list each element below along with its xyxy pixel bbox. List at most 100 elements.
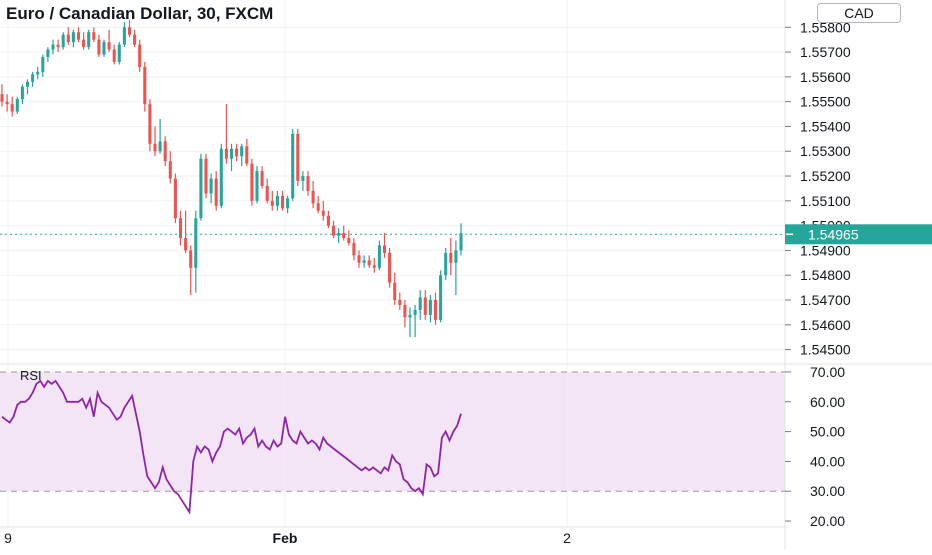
candle — [331, 220, 336, 239]
price-tick-label: 1.55800 — [800, 19, 851, 35]
candle — [428, 295, 432, 323]
time-tick-label: 9 — [4, 530, 12, 546]
price-tick-label: 1.55400 — [800, 118, 851, 134]
rsi-tick-label: 70.00 — [810, 364, 845, 380]
candle-body — [214, 178, 218, 206]
candle-body — [418, 297, 422, 310]
candle — [393, 272, 397, 305]
candle-body — [286, 198, 290, 209]
candle-body — [184, 238, 188, 251]
time-tick-label: 2 — [563, 530, 571, 546]
rsi-tick-label: 30.00 — [810, 483, 845, 499]
candle-body — [178, 218, 183, 239]
candle-body — [423, 297, 427, 315]
candle-body — [408, 314, 412, 318]
candle — [209, 173, 213, 204]
candle-body — [46, 49, 50, 58]
rsi-label: RSI — [20, 368, 42, 383]
candle-body — [204, 158, 208, 194]
candle-body — [10, 104, 14, 112]
candle-body — [382, 245, 387, 253]
candle-body — [301, 176, 305, 181]
candle — [439, 270, 443, 323]
candle-body — [433, 300, 438, 320]
candle — [382, 233, 387, 258]
candle-body — [250, 163, 254, 201]
candle-body — [97, 39, 101, 55]
candle — [148, 99, 152, 152]
candle — [301, 171, 305, 191]
candle — [194, 210, 198, 293]
candle-body — [306, 176, 310, 191]
candle — [199, 153, 203, 221]
candle-body — [337, 233, 341, 236]
candle — [122, 22, 126, 48]
candle — [403, 300, 407, 328]
candle — [127, 19, 132, 38]
rsi-tick-label: 20.00 — [810, 513, 845, 529]
candle — [36, 66, 40, 80]
candle-body — [173, 178, 177, 219]
candle — [82, 32, 86, 50]
candle — [71, 29, 75, 48]
candle — [20, 84, 24, 105]
candle-body — [280, 195, 285, 209]
candle-body — [112, 49, 116, 62]
candle — [398, 292, 402, 310]
candle — [138, 39, 142, 72]
candle — [342, 225, 346, 241]
candle-body — [31, 74, 35, 82]
candle-body — [449, 252, 453, 263]
candle-body — [296, 133, 300, 181]
rsi-band — [0, 371, 785, 492]
candle-body — [117, 44, 121, 62]
candle-body — [20, 86, 24, 100]
candle — [362, 255, 366, 268]
candle — [449, 238, 453, 276]
candle-body — [41, 57, 45, 72]
currency-button[interactable]: CAD — [817, 3, 901, 23]
candle — [408, 307, 412, 338]
rsi-layer — [1, 379, 462, 515]
candle — [265, 178, 269, 204]
rsi-tick-label: 50.00 — [810, 424, 845, 440]
candle — [388, 247, 392, 288]
candle — [46, 47, 50, 62]
candle — [25, 79, 30, 95]
candle-body — [158, 141, 162, 152]
candle-body — [148, 104, 152, 144]
candle — [326, 210, 330, 229]
candle-body — [61, 34, 65, 48]
price-tick-label: 1.54800 — [800, 267, 851, 283]
candle-body — [87, 32, 91, 48]
price-tick-label: 1.54900 — [800, 242, 851, 258]
candle-body — [439, 275, 443, 320]
candle-body — [459, 233, 463, 251]
candle-body — [352, 242, 356, 256]
candle-body — [209, 178, 213, 194]
candle-body — [56, 44, 60, 48]
candle-body — [127, 27, 132, 35]
price-tick-label: 1.54600 — [800, 317, 851, 333]
candle — [245, 138, 249, 167]
candle — [433, 292, 438, 325]
rsi-line — [1, 379, 462, 515]
candle-body — [413, 309, 417, 315]
candle-body — [357, 255, 361, 263]
candle — [286, 195, 290, 214]
candle — [316, 195, 320, 214]
price-tick-label: 1.54500 — [800, 342, 851, 358]
candle-body — [454, 250, 458, 263]
candle — [260, 166, 264, 189]
candle — [219, 143, 223, 209]
candle — [444, 247, 448, 281]
candle — [255, 166, 259, 204]
candle — [423, 290, 427, 320]
price-tick-label: 1.55600 — [800, 69, 851, 85]
candle — [56, 39, 60, 53]
candle-body — [347, 238, 351, 243]
candle-body — [316, 203, 320, 211]
